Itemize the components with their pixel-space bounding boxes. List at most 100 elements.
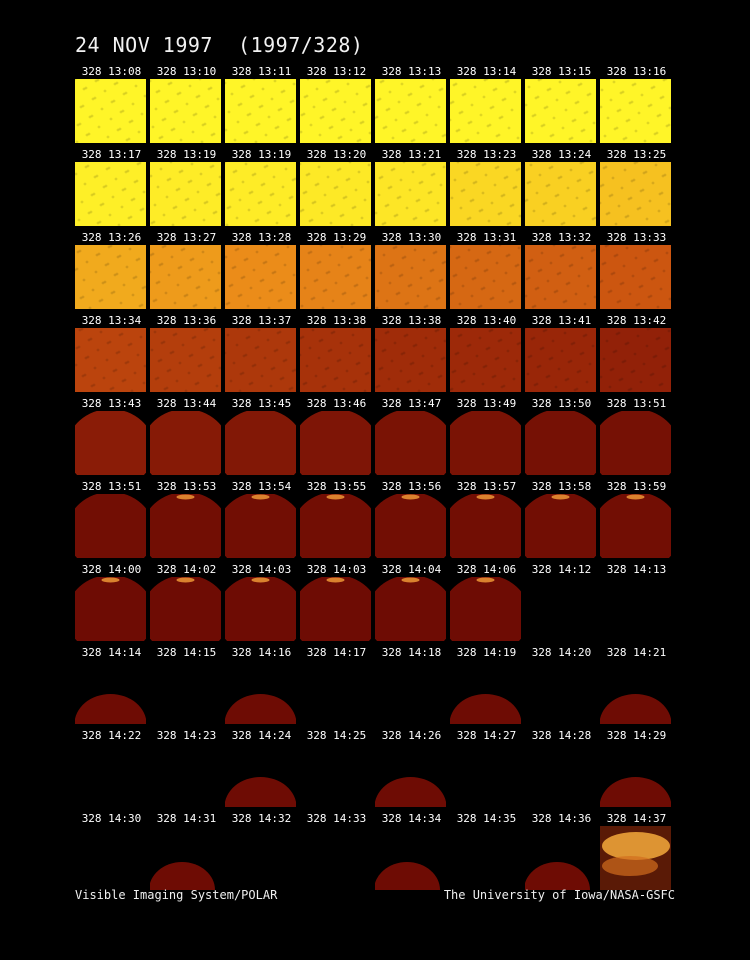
image-frame-cell: 328 13:51 xyxy=(74,481,149,564)
blank-image xyxy=(75,743,146,807)
image-frame-cell: 328 13:40 xyxy=(449,315,524,398)
frame-timestamp: 328 13:28 xyxy=(231,231,292,244)
frame-timestamp: 328 13:26 xyxy=(81,231,142,244)
frame-timestamp: 328 14:33 xyxy=(306,812,367,825)
sky-image xyxy=(75,328,146,392)
frame-timestamp: 328 13:41 xyxy=(531,314,592,327)
frame-timestamp: 328 13:44 xyxy=(156,397,217,410)
frame-timestamp: 328 14:25 xyxy=(306,729,367,742)
sky-image xyxy=(75,162,146,226)
image-frame-cell: 328 13:53 xyxy=(149,481,224,564)
image-frame-cell: 328 14:06 xyxy=(449,564,524,647)
blank-image xyxy=(300,660,371,724)
image-frame-cell: 328 14:32 xyxy=(224,813,299,896)
image-frame-cell: 328 14:21 xyxy=(599,647,674,730)
frame-timestamp: 328 14:19 xyxy=(456,646,517,659)
image-frame-cell: 328 13:16 xyxy=(599,66,674,149)
frame-timestamp: 328 13:43 xyxy=(81,397,142,410)
frame-timestamp: 328 14:00 xyxy=(81,563,142,576)
image-frame-cell: 328 13:55 xyxy=(299,481,374,564)
sky-image xyxy=(450,328,521,392)
sky-image xyxy=(150,245,221,309)
frame-timestamp: 328 13:38 xyxy=(381,314,442,327)
frame-timestamp: 328 13:46 xyxy=(306,397,367,410)
image-frame-cell: 328 14:25 xyxy=(299,730,374,813)
frame-timestamp: 328 13:54 xyxy=(231,480,292,493)
frame-timestamp: 328 13:59 xyxy=(606,480,667,493)
frame-timestamp: 328 13:51 xyxy=(606,397,667,410)
frame-timestamp: 328 13:34 xyxy=(81,314,142,327)
image-frame-cell: 328 14:36 xyxy=(524,813,599,896)
image-frame-cell: 328 14:03 xyxy=(224,564,299,647)
earth-disk-image xyxy=(75,411,146,475)
frame-timestamp: 328 13:58 xyxy=(531,480,592,493)
frame-timestamp: 328 13:15 xyxy=(531,65,592,78)
image-frame-cell: 328 13:31 xyxy=(449,232,524,315)
image-frame-cell: 328 14:35 xyxy=(449,813,524,896)
image-frame-cell: 328 13:24 xyxy=(524,149,599,232)
blank-image xyxy=(225,826,296,890)
image-frame-cell: 328 14:26 xyxy=(374,730,449,813)
image-frame-cell: 328 13:42 xyxy=(599,315,674,398)
earth-disk-image xyxy=(150,494,221,558)
image-frame-cell: 328 13:32 xyxy=(524,232,599,315)
frame-timestamp: 328 14:16 xyxy=(231,646,292,659)
image-frame-cell: 328 14:20 xyxy=(524,647,599,730)
frame-timestamp: 328 14:12 xyxy=(531,563,592,576)
frame-timestamp: 328 13:51 xyxy=(81,480,142,493)
frame-timestamp: 328 14:20 xyxy=(531,646,592,659)
image-frame-cell: 328 14:12 xyxy=(524,564,599,647)
earth-disk-image xyxy=(150,411,221,475)
frame-timestamp: 328 13:31 xyxy=(456,231,517,244)
frame-timestamp: 328 13:16 xyxy=(606,65,667,78)
frame-timestamp: 328 13:36 xyxy=(156,314,217,327)
earth-disk-image xyxy=(225,411,296,475)
earth-disk-image xyxy=(525,411,596,475)
earth-disk-image xyxy=(375,411,446,475)
image-frame-cell: 328 14:19 xyxy=(449,647,524,730)
sky-image xyxy=(225,328,296,392)
sky-image xyxy=(150,162,221,226)
frame-timestamp: 328 14:24 xyxy=(231,729,292,742)
blank-image xyxy=(600,577,671,641)
image-frame-cell: 328 14:16 xyxy=(224,647,299,730)
frame-timestamp: 328 14:27 xyxy=(456,729,517,742)
sky-image xyxy=(450,162,521,226)
earth-limb-image xyxy=(225,743,296,807)
frame-timestamp: 328 13:38 xyxy=(306,314,367,327)
earth-disk-image xyxy=(150,577,221,641)
frame-timestamp: 328 13:13 xyxy=(381,65,442,78)
image-frame-cell: 328 13:46 xyxy=(299,398,374,481)
frame-timestamp: 328 14:14 xyxy=(81,646,142,659)
blank-image xyxy=(375,660,446,724)
frame-timestamp: 328 14:34 xyxy=(381,812,442,825)
frame-timestamp: 328 14:06 xyxy=(456,563,517,576)
image-frame-cell: 328 13:43 xyxy=(74,398,149,481)
blank-image xyxy=(525,577,596,641)
sky-image xyxy=(600,245,671,309)
image-frame-cell: 328 14:13 xyxy=(599,564,674,647)
blank-image xyxy=(525,660,596,724)
frame-timestamp: 328 14:35 xyxy=(456,812,517,825)
blank-image xyxy=(75,826,146,890)
frame-timestamp: 328 14:13 xyxy=(606,563,667,576)
image-frame-cell: 328 14:31 xyxy=(149,813,224,896)
frame-timestamp: 328 13:11 xyxy=(231,65,292,78)
earth-disk-image xyxy=(450,494,521,558)
image-frame-cell: 328 14:34 xyxy=(374,813,449,896)
image-frame-cell: 328 13:15 xyxy=(524,66,599,149)
frame-timestamp: 328 13:47 xyxy=(381,397,442,410)
blank-image xyxy=(300,743,371,807)
image-frame-cell: 328 13:14 xyxy=(449,66,524,149)
frame-timestamp: 328 13:17 xyxy=(81,148,142,161)
image-frame-cell: 328 13:19 xyxy=(224,149,299,232)
frame-timestamp: 328 14:15 xyxy=(156,646,217,659)
image-frame-cell: 328 13:26 xyxy=(74,232,149,315)
image-frame-cell: 328 13:21 xyxy=(374,149,449,232)
frame-timestamp: 328 14:21 xyxy=(606,646,667,659)
frame-timestamp: 328 13:53 xyxy=(156,480,217,493)
frame-timestamp: 328 14:23 xyxy=(156,729,217,742)
sky-image xyxy=(375,245,446,309)
earth-disk-image xyxy=(225,577,296,641)
frame-timestamp: 328 14:22 xyxy=(81,729,142,742)
